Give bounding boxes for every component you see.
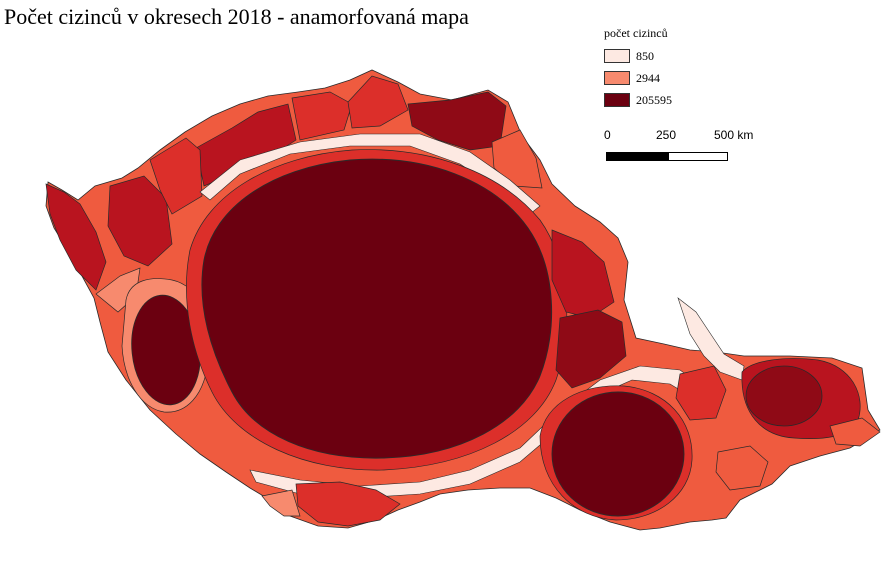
scale-segment-black	[606, 152, 668, 161]
map-title: Počet cizinců v okresech 2018 - anamorfo…	[4, 4, 469, 29]
legend-item-3: 205595	[604, 89, 672, 111]
district-north-5	[491, 129, 543, 189]
district-east-small-1	[675, 365, 727, 421]
scale-bar: 0 250 500 km	[604, 128, 753, 168]
district-south-1	[295, 481, 401, 527]
district-east-band-2	[555, 309, 627, 389]
legend-swatch-2	[604, 71, 630, 85]
district-ostrava	[745, 365, 823, 427]
district-south-2	[261, 489, 301, 517]
district-west-1	[45, 183, 107, 291]
district-east-band-1	[551, 229, 615, 319]
district-west-2	[107, 175, 173, 267]
legend: počet cizinců 850 2944 205595	[604, 26, 672, 111]
legend-title: počet cizinců	[604, 26, 668, 40]
legend-label-2: 2944	[636, 70, 660, 85]
legend-label-1: 850	[636, 48, 654, 63]
scale-segment-white	[668, 152, 728, 161]
scale-label-500: 500 km	[714, 128, 754, 142]
scale-label-0: 0	[604, 128, 611, 142]
legend-item-1: 850	[604, 45, 672, 67]
legend-swatch-3	[604, 93, 630, 107]
district-north-3	[347, 75, 409, 129]
district-north-2	[291, 91, 353, 141]
scale-label-250: 250	[656, 128, 677, 142]
district-west-3	[149, 137, 203, 215]
legend-label-3: 205595	[636, 92, 672, 107]
district-east-small-3	[829, 417, 881, 447]
district-praha	[201, 158, 553, 459]
legend-swatch-1	[604, 49, 630, 63]
legend-item-2: 2944	[604, 67, 672, 89]
district-brno	[551, 391, 685, 517]
district-east-small-2	[715, 445, 769, 491]
